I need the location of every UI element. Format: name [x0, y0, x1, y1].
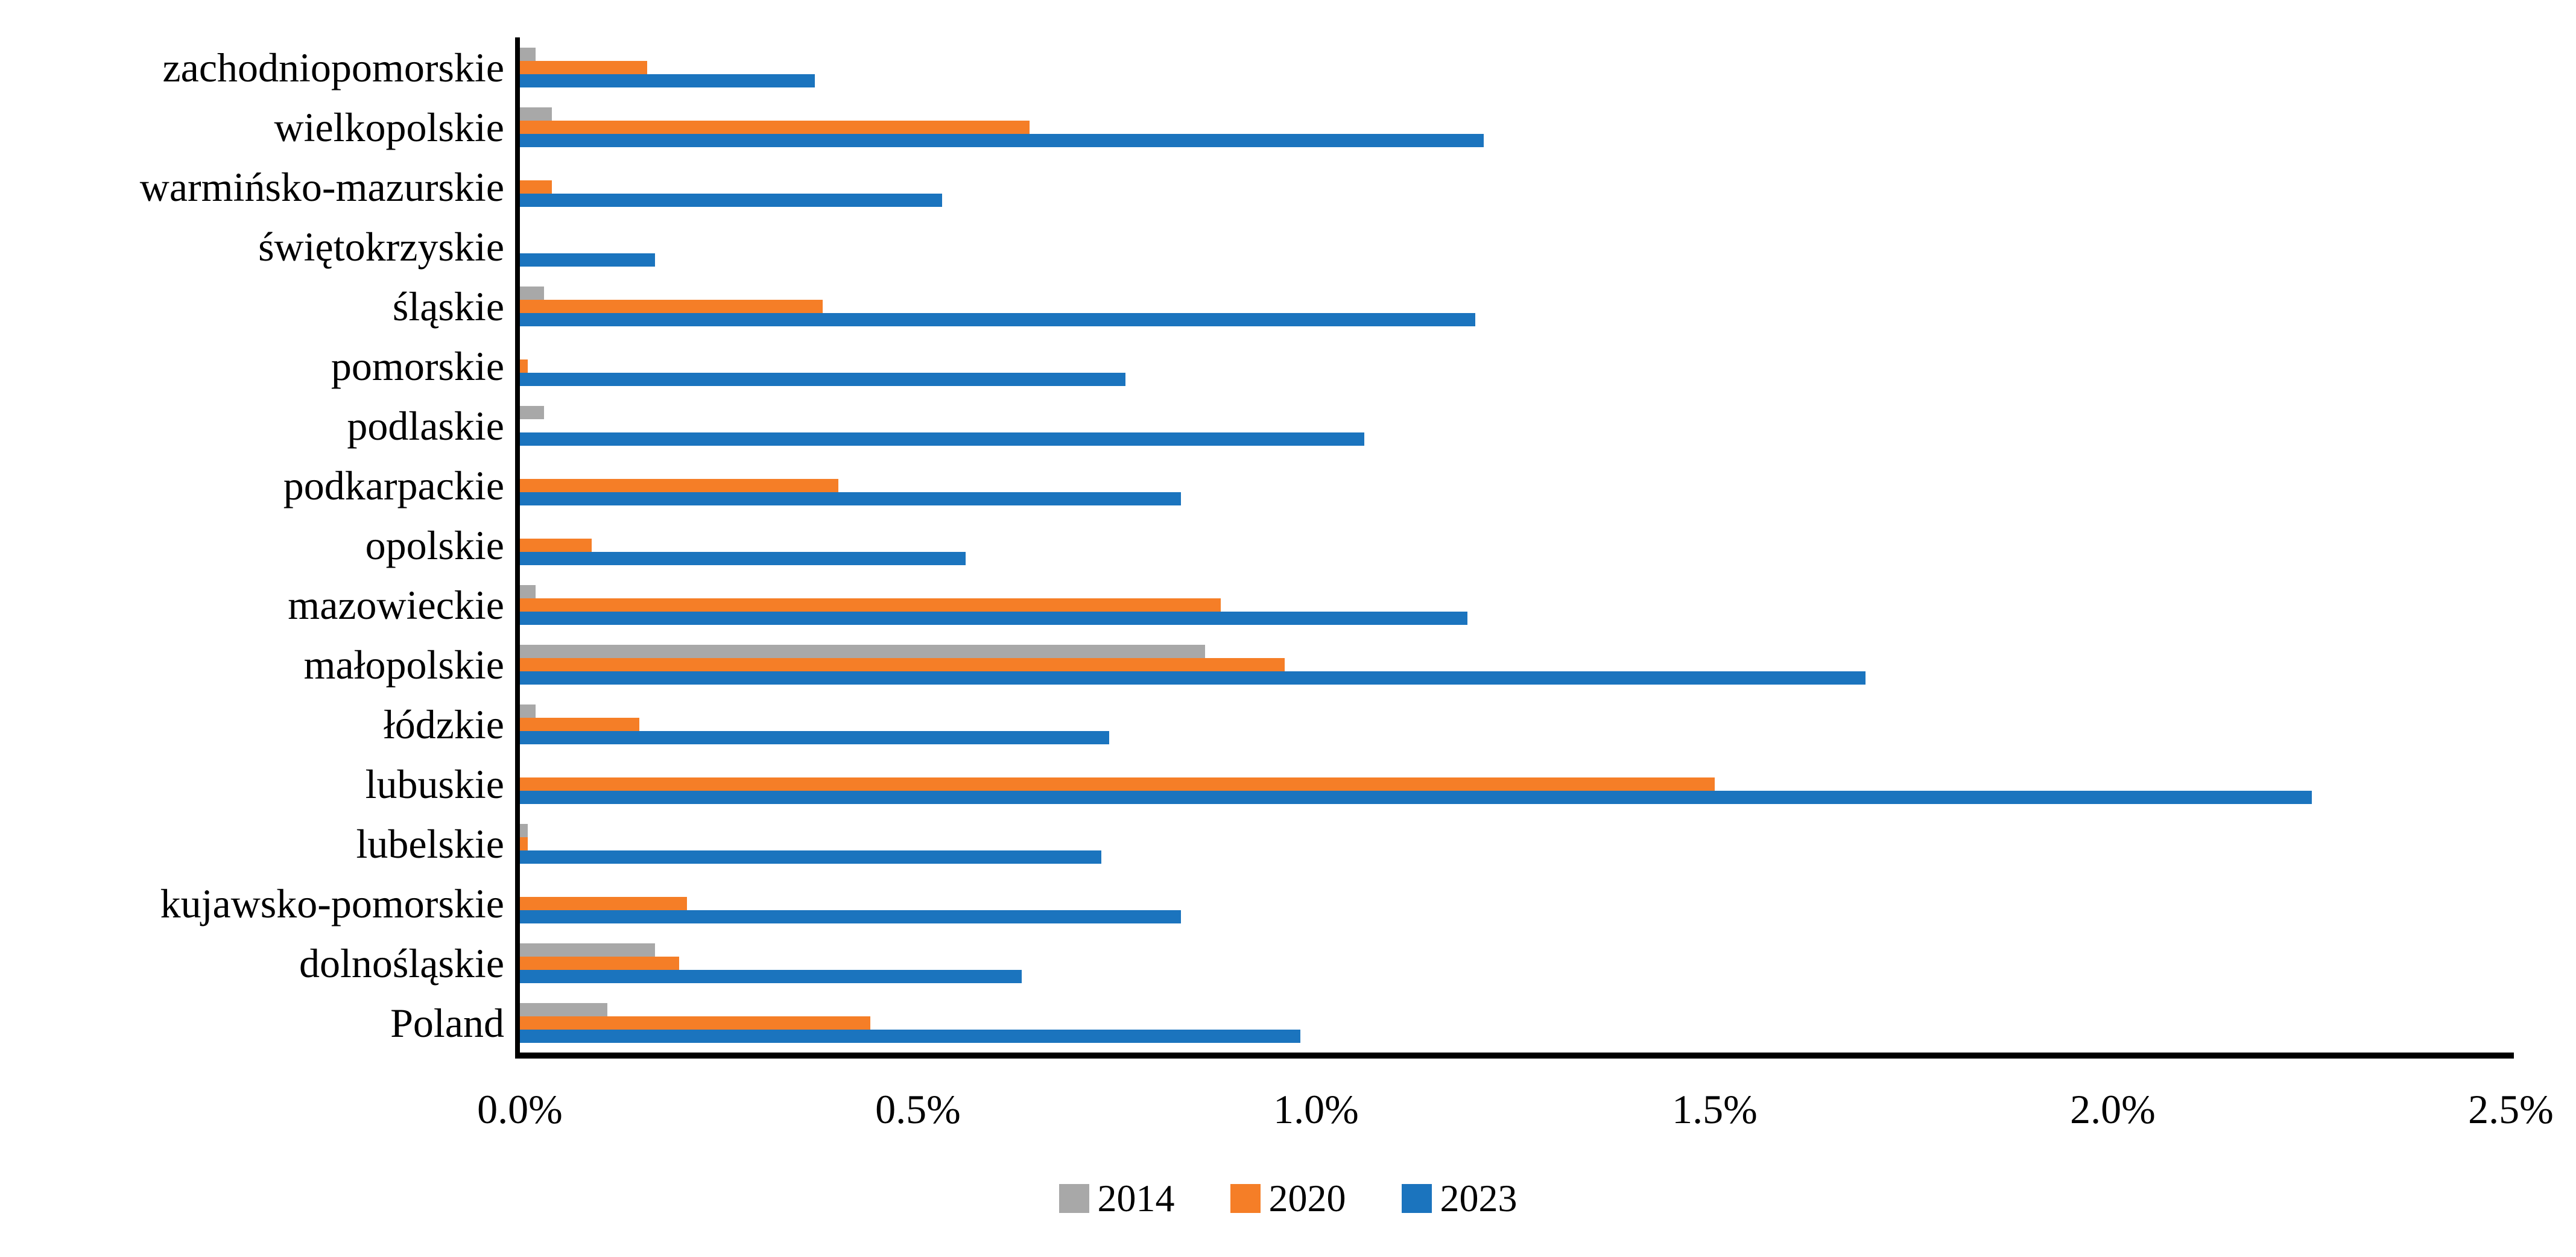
bar-2020-śląskie: [520, 300, 823, 313]
bar-2014-podlaskie: [520, 406, 544, 419]
bar-2020-pomorskie: [520, 359, 528, 373]
bar-2023-śląskie: [520, 313, 1475, 326]
legend-label: 2020: [1268, 1177, 1346, 1220]
bar-2023-kujawsko-pomorskie: [520, 910, 1181, 923]
bar-2023-pomorskie: [520, 373, 1125, 386]
legend-item-2023: 2023: [1401, 1177, 1517, 1220]
bar-2014-wielkopolskie: [520, 107, 552, 121]
x-tick-label: 1.5%: [1672, 1086, 1758, 1132]
y-axis-line: [515, 37, 520, 1059]
bar-2020-warmińsko-mazurskie: [520, 180, 552, 194]
bar-2023-Poland: [520, 1030, 1300, 1043]
bar-2020-lubuskie: [520, 777, 1715, 791]
category-label: śląskie: [392, 283, 504, 329]
legend-item-2020: 2020: [1230, 1179, 1346, 1218]
category-label: lubuskie: [365, 761, 504, 807]
category-label: opolskie: [365, 522, 504, 568]
bar-2020-kujawsko-pomorskie: [520, 897, 687, 910]
bar-2014-zachodniopomorskie: [520, 48, 536, 61]
x-tick-label: 2.0%: [2070, 1086, 2156, 1132]
category-label: wielkopolskie: [274, 104, 504, 150]
bar-2014-małopolskie: [520, 645, 1205, 658]
bar-2023-lubuskie: [520, 791, 2312, 804]
category-label: Poland: [390, 1000, 504, 1046]
bar-2020-Poland: [520, 1016, 870, 1030]
bar-2014-dolnośląskie: [520, 943, 655, 957]
bar-2020-opolskie: [520, 539, 592, 552]
bar-2014-lubelskie: [520, 824, 528, 837]
legend-label: 2014: [1097, 1177, 1175, 1220]
category-label: mazowieckie: [288, 582, 504, 628]
bar-2023-zachodniopomorskie: [520, 74, 815, 87]
bar-2020-zachodniopomorskie: [520, 61, 647, 74]
x-axis-line: [515, 1053, 2514, 1059]
bar-2023-łódzkie: [520, 731, 1109, 744]
bar-2014-śląskie: [520, 287, 544, 300]
category-label: warmińsko-mazurskie: [139, 164, 504, 210]
bar-2014-Poland: [520, 1003, 607, 1016]
x-tick-label: 0.0%: [477, 1086, 563, 1132]
legend: 2014 2020 2023: [0, 1179, 2576, 1218]
bar-2023-podkarpackie: [520, 492, 1181, 505]
category-label: podlaskie: [347, 403, 504, 449]
x-tick-label: 1.0%: [1273, 1086, 1359, 1132]
bar-2023-lubelskie: [520, 850, 1101, 864]
bar-2014-łódzkie: [520, 704, 536, 718]
bar-2020-podkarpackie: [520, 479, 838, 492]
bar-2023-świętokrzyskie: [520, 253, 655, 267]
category-label: pomorskie: [331, 343, 504, 389]
x-tick-label: 2.5%: [2468, 1086, 2554, 1132]
legend-item-2014: 2014: [1059, 1179, 1175, 1218]
bar-2014-mazowieckie: [520, 585, 536, 598]
bar-2023-wielkopolskie: [520, 134, 1484, 147]
category-label: zachodniopomorskie: [162, 45, 504, 90]
category-label: małopolskie: [303, 642, 504, 688]
bar-2020-lubelskie: [520, 837, 528, 850]
bar-2023-warmińsko-mazurskie: [520, 194, 942, 207]
bar-2023-małopolskie: [520, 671, 1866, 685]
legend-label: 2023: [1440, 1177, 1517, 1220]
category-label: świętokrzyskie: [258, 224, 504, 270]
category-label: podkarpackie: [283, 463, 504, 508]
bar-2020-wielkopolskie: [520, 121, 1030, 134]
bar-2020-dolnośląskie: [520, 957, 679, 970]
category-label: łódzkie: [383, 701, 504, 747]
bar-2020-mazowieckie: [520, 598, 1221, 612]
bar-2020-małopolskie: [520, 658, 1285, 671]
bar-2023-podlaskie: [520, 432, 1364, 446]
bar-2020-łódzkie: [520, 718, 639, 731]
category-label: dolnośląskie: [299, 940, 504, 986]
bar-2023-opolskie: [520, 552, 966, 565]
bar-2023-mazowieckie: [520, 612, 1467, 625]
category-label: kujawsko-pomorskie: [160, 881, 504, 926]
legend-swatch-2020: [1230, 1184, 1261, 1213]
x-tick-label: 0.5%: [875, 1086, 961, 1132]
legend-swatch-2023: [1401, 1184, 1432, 1213]
category-label: lubelskie: [356, 821, 504, 867]
bar-2023-dolnośląskie: [520, 970, 1022, 983]
legend-swatch-2014: [1059, 1184, 1089, 1213]
